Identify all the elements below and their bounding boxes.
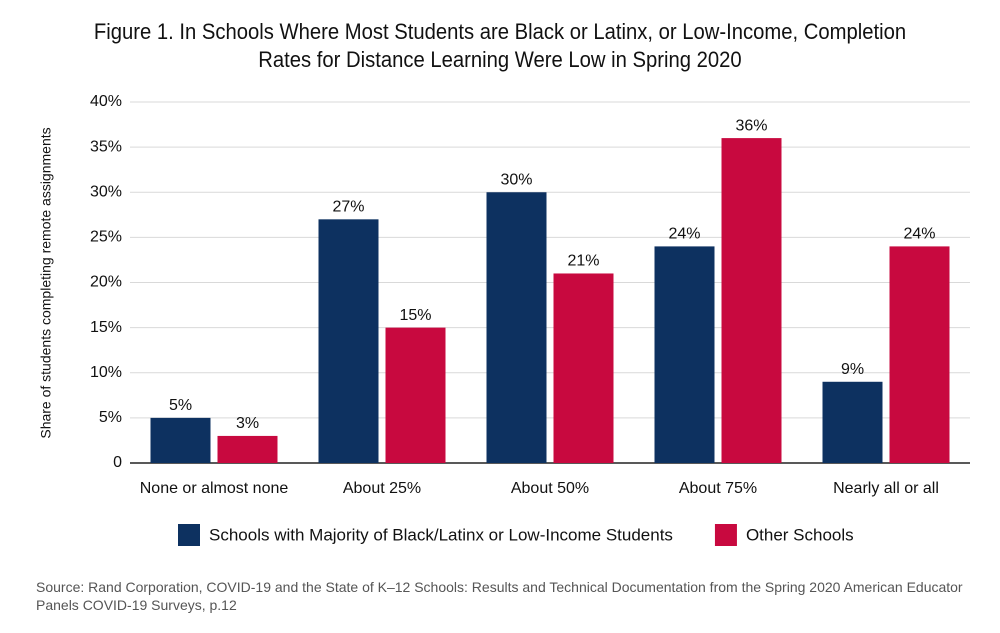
chart-title: Figure 1. In Schools Where Most Students… (93, 19, 907, 72)
legend-swatch (178, 524, 200, 546)
data-label: 27% (332, 199, 364, 216)
x-tick-label: About 50% (511, 480, 589, 497)
y-tick-label: 25% (90, 229, 122, 246)
data-label: 36% (735, 117, 767, 134)
x-tick-label: About 75% (679, 480, 757, 497)
data-label: 15% (399, 307, 431, 324)
x-tick-label: Nearly all or all (833, 480, 939, 497)
bar (721, 138, 782, 463)
data-label: 30% (500, 171, 532, 188)
y-tick-label: 10% (90, 364, 122, 381)
chart: Share of students completing remote assi… (38, 93, 970, 546)
data-label: 24% (903, 226, 935, 243)
bar (889, 246, 950, 463)
y-axis-label: Share of students completing remote assi… (38, 127, 54, 438)
bar (150, 417, 211, 463)
y-tick-label: 30% (90, 183, 122, 200)
bar (318, 219, 379, 463)
bar (385, 327, 446, 463)
data-label: 24% (668, 226, 700, 243)
bar (553, 273, 614, 463)
y-tick-label: 40% (90, 93, 122, 110)
y-tick-label: 15% (90, 319, 122, 336)
source-note: Source: Rand Corporation, COVID-19 and t… (36, 579, 963, 613)
data-label: 5% (169, 397, 192, 414)
y-tick-label: 0 (113, 454, 122, 471)
x-tick-label: None or almost none (140, 480, 289, 497)
legend-label: Other Schools (746, 525, 854, 544)
data-label: 9% (841, 361, 864, 378)
x-tick-label: About 25% (343, 480, 421, 497)
bar (654, 246, 715, 463)
y-tick-label: 20% (90, 274, 122, 291)
legend-label: Schools with Majority of Black/Latinx or… (209, 525, 673, 544)
legend-swatch (714, 524, 737, 546)
bar (217, 435, 278, 463)
y-tick-label: 5% (99, 409, 122, 426)
bar (486, 192, 547, 463)
bar (822, 381, 883, 463)
y-tick-label: 35% (90, 138, 122, 155)
data-label: 3% (236, 415, 259, 432)
data-label: 21% (567, 253, 599, 270)
